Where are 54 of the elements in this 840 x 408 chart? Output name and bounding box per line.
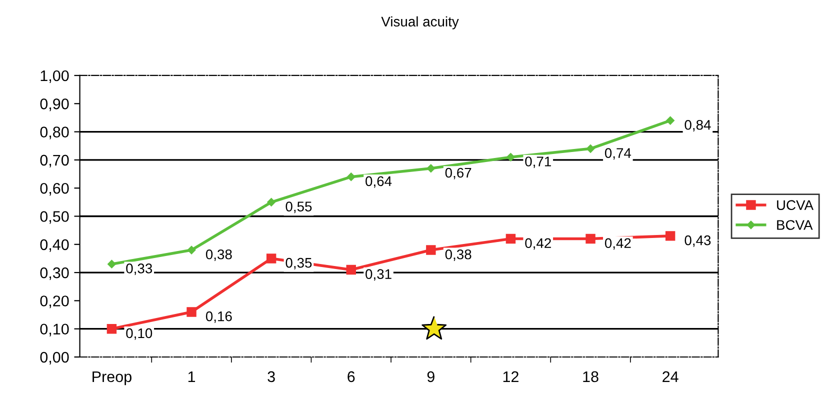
y-tick-label: 0,60 bbox=[40, 182, 69, 196]
y-tick-label: 0,30 bbox=[40, 267, 69, 280]
data-label: 0,10 bbox=[126, 328, 152, 340]
y-tick-label: 0,40 bbox=[40, 239, 69, 252]
data-label: 0,71 bbox=[525, 156, 551, 168]
x-tick-label: 18 bbox=[583, 371, 598, 382]
y-tick-label: 0,10 bbox=[40, 324, 69, 336]
x-tick-label: 3 bbox=[268, 371, 275, 382]
point bbox=[666, 116, 674, 125]
data-label: 0,74 bbox=[604, 148, 632, 160]
point bbox=[665, 231, 676, 241]
data-label: 0,33 bbox=[126, 264, 152, 276]
point bbox=[506, 234, 516, 244]
legend-label: BCVA bbox=[777, 220, 813, 230]
point bbox=[346, 172, 356, 181]
point bbox=[266, 254, 276, 264]
y-tick-label: 0,90 bbox=[40, 98, 69, 112]
point bbox=[426, 245, 436, 255]
point bbox=[506, 152, 515, 162]
y-tick-label: 0,50 bbox=[40, 211, 69, 224]
y-tick-label: 1,00 bbox=[40, 70, 69, 83]
data-label: 0,64 bbox=[366, 176, 392, 188]
point bbox=[267, 198, 276, 206]
point bbox=[106, 324, 117, 334]
point bbox=[186, 307, 196, 317]
data-label: 0,67 bbox=[445, 168, 472, 180]
point bbox=[586, 144, 595, 153]
data-label: 0,42 bbox=[525, 238, 551, 250]
y-tick-label: 0,70 bbox=[40, 154, 69, 168]
legend-label: UCVA bbox=[777, 200, 814, 210]
data-label: 0,38 bbox=[445, 249, 472, 261]
point bbox=[108, 260, 116, 268]
y-tick-label: 0,00 bbox=[40, 352, 69, 364]
data-label: 0,38 bbox=[206, 249, 232, 261]
chart-title: Visual acuity bbox=[381, 16, 459, 30]
data-label: 0,84 bbox=[684, 120, 711, 132]
x-tick-label: 6 bbox=[348, 371, 355, 382]
x-tick-label: Preop bbox=[92, 371, 132, 386]
data-label: 0,55 bbox=[286, 202, 312, 214]
y-tick-label: 0,80 bbox=[40, 126, 69, 140]
data-label: 0,35 bbox=[286, 258, 312, 270]
data-label: 0,16 bbox=[206, 311, 232, 323]
x-tick-label: 12 bbox=[503, 371, 518, 382]
x-tick-label: 24 bbox=[662, 371, 678, 382]
data-label: 0,42 bbox=[604, 238, 631, 250]
x-tick-label: 9 bbox=[427, 371, 434, 382]
point bbox=[586, 234, 596, 244]
data-label: 0,31 bbox=[366, 269, 392, 281]
point bbox=[346, 264, 356, 275]
x-tick-label: 1 bbox=[188, 371, 196, 382]
data-label: 0,43 bbox=[684, 235, 711, 247]
point bbox=[426, 164, 436, 173]
point bbox=[187, 246, 196, 254]
y-tick-label: 0,20 bbox=[40, 296, 69, 308]
